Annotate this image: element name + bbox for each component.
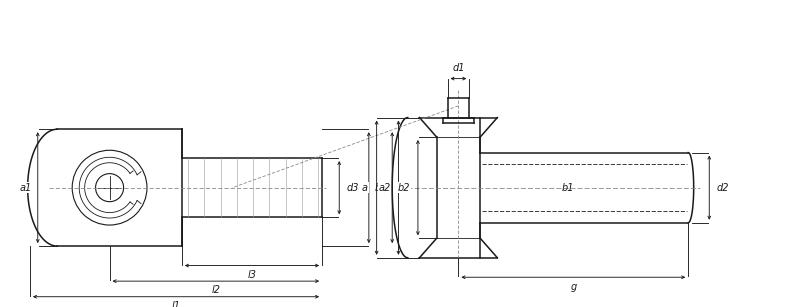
Text: l1: l1 (171, 301, 181, 307)
Text: l2: l2 (211, 286, 220, 295)
Text: l3: l3 (247, 270, 257, 280)
Text: b: b (375, 183, 382, 193)
Text: a2: a2 (378, 183, 390, 193)
Text: a: a (362, 183, 368, 193)
Text: g: g (570, 282, 577, 292)
Text: b1: b1 (562, 183, 574, 193)
Text: d2: d2 (717, 183, 730, 193)
Text: d1: d1 (452, 64, 465, 73)
Text: a: a (397, 183, 403, 193)
Text: b2: b2 (398, 183, 410, 193)
Text: a1: a1 (20, 183, 32, 193)
Text: d3: d3 (347, 183, 359, 193)
